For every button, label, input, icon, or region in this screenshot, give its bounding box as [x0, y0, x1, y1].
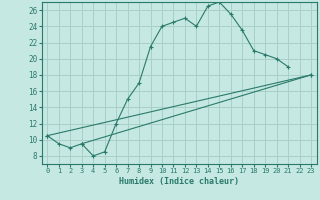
X-axis label: Humidex (Indice chaleur): Humidex (Indice chaleur)	[119, 177, 239, 186]
